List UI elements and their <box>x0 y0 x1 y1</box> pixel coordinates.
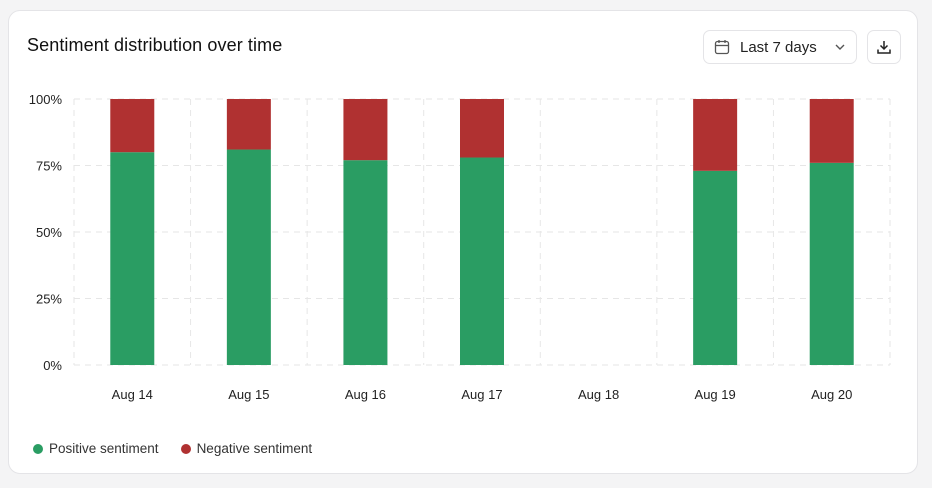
legend-item-positive[interactable]: Positive sentiment <box>33 441 159 456</box>
bar-negative[interactable] <box>809 99 854 163</box>
x-tick-label: Aug 18 <box>578 387 619 402</box>
bar-negative[interactable] <box>693 99 738 171</box>
bar-positive[interactable] <box>460 157 504 365</box>
date-range-select[interactable]: Last 7 days <box>703 30 857 64</box>
y-tick-label: 50% <box>36 225 62 240</box>
chevron-down-icon <box>834 41 846 53</box>
bar-positive[interactable] <box>110 152 155 365</box>
legend-swatch-negative <box>180 443 191 454</box>
bar-negative[interactable] <box>343 99 388 161</box>
legend-swatch-positive <box>33 443 43 454</box>
x-tick-label: Aug 14 <box>112 387 153 402</box>
card-title: Sentiment distribution over time <box>27 35 283 55</box>
x-tick-label: Aug 16 <box>345 387 386 402</box>
legend-item-negative[interactable]: Negative sentiment <box>180 441 313 456</box>
download-icon <box>876 39 892 55</box>
bar-positive[interactable] <box>226 149 271 365</box>
x-tick-label: Aug 19 <box>695 387 736 402</box>
download-button[interactable] <box>867 30 901 64</box>
chart-legend: Positive sentiment Negative sentiment <box>33 441 334 456</box>
bar-positive[interactable] <box>343 160 388 365</box>
date-range-label: Last 7 days <box>740 38 817 56</box>
legend-label-negative: Negative sentiment <box>196 441 313 456</box>
x-tick-label: Aug 15 <box>228 387 269 402</box>
y-tick-label: 25% <box>36 292 62 307</box>
bar-negative[interactable] <box>460 99 504 158</box>
x-tick-label: Aug 20 <box>811 387 852 402</box>
y-tick-label: 75% <box>36 159 62 174</box>
bar-negative[interactable] <box>110 99 155 153</box>
bar-positive[interactable] <box>693 170 738 365</box>
y-tick-label: 100% <box>29 92 63 107</box>
legend-label-positive: Positive sentiment <box>49 441 159 456</box>
bar-negative[interactable] <box>226 99 271 150</box>
bar-positive[interactable] <box>809 162 854 365</box>
calendar-icon <box>714 39 730 55</box>
y-tick-label: 0% <box>43 358 62 373</box>
x-tick-label: Aug 17 <box>461 387 502 402</box>
